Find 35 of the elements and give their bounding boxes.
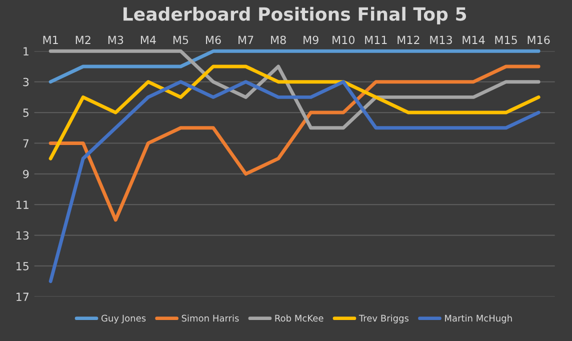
- y-tick-label: 11: [16, 200, 28, 209]
- x-tick-label: M16: [528, 36, 550, 44]
- x-tick-label: M5: [173, 36, 188, 44]
- line-series: [48, 64, 540, 222]
- y-tick-label: 7: [23, 139, 29, 148]
- x-tick-label: M15: [495, 36, 517, 44]
- y-tick-label: 5: [23, 108, 28, 117]
- y-tick-label: 17: [16, 292, 29, 301]
- legend-label: Guy Jones: [101, 314, 146, 324]
- y-tick-label: 9: [23, 170, 29, 178]
- legend-label: Trev Briggs: [358, 314, 409, 324]
- x-tick-label: M14: [462, 36, 485, 44]
- legend-label: Martin McHugh: [445, 314, 512, 324]
- x-tick-label: M6: [206, 36, 221, 44]
- y-tick-label: 1: [24, 47, 28, 56]
- y-tick-label: 3: [23, 78, 29, 86]
- x-tick-label: M12: [398, 36, 420, 44]
- x-tick-label: M1: [43, 36, 58, 44]
- x-tick-label: M13: [430, 36, 452, 44]
- y-tick-label: 13: [16, 231, 29, 240]
- legend-label: Rob McKee: [275, 314, 324, 322]
- y-tick-label: 15: [16, 262, 28, 270]
- x-tick-label: M4: [140, 36, 156, 44]
- chart-title: Leaderboard Positions Final Top 5: [124, 6, 466, 24]
- x-tick-label: M10: [332, 36, 355, 44]
- line-series: [48, 49, 540, 130]
- x-tick-label: M9: [304, 36, 318, 44]
- x-tick-label: M11: [365, 36, 387, 44]
- x-tick-label: M7: [238, 36, 254, 44]
- line-series: [48, 64, 540, 160]
- legend-label: Simon Harris: [182, 314, 239, 322]
- x-tick-label: M2: [76, 36, 90, 44]
- x-tick-label: M3: [108, 36, 124, 44]
- x-tick-label: M8: [271, 36, 286, 44]
- line-series: [48, 80, 540, 284]
